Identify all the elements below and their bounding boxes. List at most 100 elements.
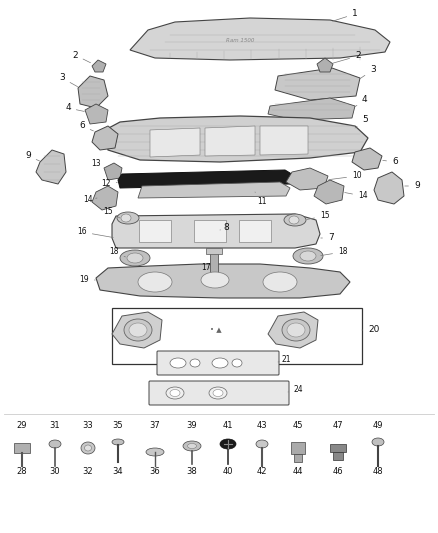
Ellipse shape — [129, 323, 147, 337]
Ellipse shape — [212, 358, 228, 368]
Text: 14: 14 — [345, 191, 367, 200]
Text: • ▲: • ▲ — [210, 327, 222, 333]
Text: 29: 29 — [17, 422, 27, 431]
Ellipse shape — [289, 216, 299, 224]
Ellipse shape — [117, 212, 139, 224]
Text: 46: 46 — [333, 467, 343, 477]
Text: 12: 12 — [101, 180, 117, 189]
Text: 20: 20 — [362, 326, 379, 335]
Text: 5: 5 — [355, 116, 368, 128]
Polygon shape — [194, 220, 226, 242]
Text: 28: 28 — [17, 467, 27, 477]
Polygon shape — [92, 186, 118, 210]
Ellipse shape — [121, 214, 131, 222]
Text: 16: 16 — [77, 228, 113, 238]
Polygon shape — [206, 248, 222, 254]
Text: 15: 15 — [307, 212, 330, 221]
Text: 40: 40 — [223, 467, 233, 477]
Text: 9: 9 — [25, 151, 39, 161]
Bar — [112, 308, 362, 364]
Text: 13: 13 — [91, 158, 106, 170]
Text: 45: 45 — [293, 422, 303, 431]
Polygon shape — [150, 128, 200, 157]
Polygon shape — [118, 170, 295, 188]
Ellipse shape — [81, 442, 95, 454]
Polygon shape — [85, 104, 108, 124]
Text: 11: 11 — [255, 192, 267, 206]
Text: 6: 6 — [79, 122, 93, 131]
Text: 3: 3 — [59, 74, 78, 87]
Polygon shape — [317, 58, 333, 72]
Polygon shape — [260, 126, 308, 155]
Polygon shape — [112, 214, 320, 248]
Ellipse shape — [232, 359, 242, 367]
Text: 38: 38 — [187, 467, 198, 477]
Text: 8: 8 — [220, 223, 229, 232]
Text: 10: 10 — [329, 172, 362, 181]
Polygon shape — [92, 60, 106, 72]
Text: 33: 33 — [83, 422, 93, 431]
Ellipse shape — [282, 319, 310, 341]
Polygon shape — [138, 182, 290, 198]
Ellipse shape — [112, 439, 124, 445]
Ellipse shape — [293, 248, 323, 264]
Ellipse shape — [256, 440, 268, 448]
Text: 35: 35 — [113, 422, 124, 431]
Polygon shape — [275, 68, 360, 100]
Polygon shape — [314, 180, 344, 204]
Ellipse shape — [138, 272, 172, 292]
Ellipse shape — [187, 443, 197, 448]
Polygon shape — [268, 98, 355, 120]
Text: 4: 4 — [355, 95, 367, 107]
Text: 2: 2 — [333, 52, 360, 63]
FancyBboxPatch shape — [157, 351, 279, 375]
Text: 15: 15 — [103, 207, 120, 218]
Ellipse shape — [287, 323, 305, 337]
Polygon shape — [105, 116, 368, 162]
Text: 30: 30 — [49, 467, 60, 477]
Ellipse shape — [263, 272, 297, 292]
Ellipse shape — [120, 250, 150, 266]
Polygon shape — [92, 126, 118, 150]
Polygon shape — [352, 148, 382, 170]
Text: 18: 18 — [321, 247, 347, 256]
Polygon shape — [239, 220, 271, 242]
Text: 17: 17 — [201, 263, 211, 272]
Ellipse shape — [170, 390, 180, 397]
Polygon shape — [210, 250, 218, 278]
Ellipse shape — [284, 214, 306, 226]
Polygon shape — [78, 76, 108, 108]
FancyBboxPatch shape — [149, 381, 289, 405]
Text: 31: 31 — [49, 422, 60, 431]
Text: 37: 37 — [150, 422, 160, 431]
Ellipse shape — [372, 438, 384, 446]
Polygon shape — [333, 452, 343, 460]
Polygon shape — [139, 220, 171, 242]
Polygon shape — [294, 454, 302, 462]
Ellipse shape — [166, 387, 184, 399]
Text: 42: 42 — [257, 467, 267, 477]
Polygon shape — [112, 312, 162, 348]
Ellipse shape — [220, 439, 236, 449]
Text: 41: 41 — [223, 422, 233, 431]
Ellipse shape — [183, 441, 201, 451]
Text: 21: 21 — [278, 356, 292, 365]
Polygon shape — [96, 264, 350, 298]
Polygon shape — [286, 168, 328, 190]
Text: 36: 36 — [150, 467, 160, 477]
Text: 43: 43 — [257, 422, 267, 431]
Text: 48: 48 — [373, 467, 383, 477]
Text: 44: 44 — [293, 467, 303, 477]
Text: 34: 34 — [113, 467, 124, 477]
Text: 3: 3 — [360, 66, 376, 78]
Polygon shape — [205, 126, 255, 156]
Text: 24: 24 — [288, 385, 304, 394]
Text: 6: 6 — [383, 157, 398, 166]
Ellipse shape — [49, 440, 61, 448]
Polygon shape — [291, 442, 305, 454]
Polygon shape — [130, 18, 390, 60]
Polygon shape — [374, 172, 404, 204]
Text: 7: 7 — [321, 233, 334, 243]
Polygon shape — [14, 443, 30, 453]
Ellipse shape — [124, 319, 152, 341]
